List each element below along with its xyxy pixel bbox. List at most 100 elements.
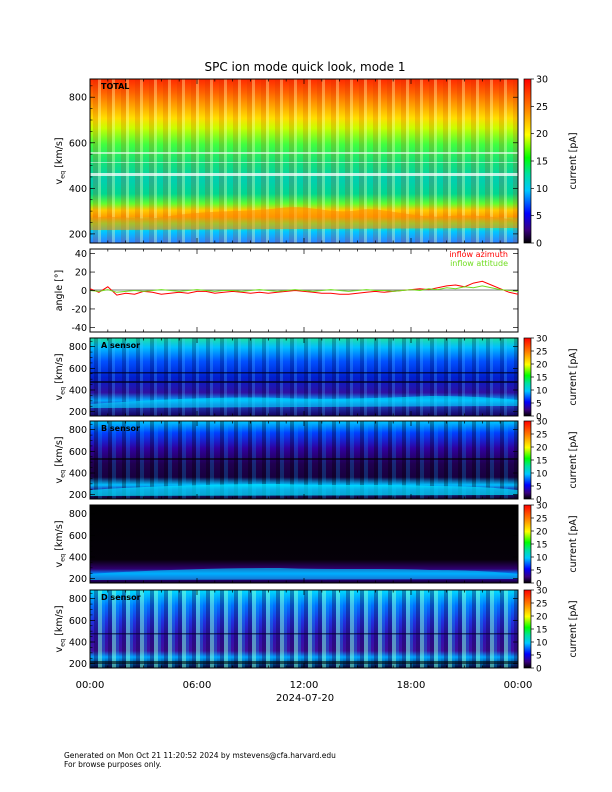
x-tick-label: 00:00 xyxy=(504,680,533,691)
panel-a-sensor: A sensor xyxy=(89,337,519,417)
colorbar-tick-label: 0 xyxy=(536,413,542,423)
y-axis-label: veq [km/s] xyxy=(54,520,67,567)
y-tick-label: 400 xyxy=(69,184,87,195)
b-band-line xyxy=(90,458,518,460)
x-tick-label: 00:00 xyxy=(76,680,105,691)
colorbar-tick-label: 25 xyxy=(536,102,548,113)
axes: 00:00 06:00 12:00 18:00 00:00200400600800veq… xyxy=(54,79,532,691)
colorbar-label: current [pA] xyxy=(568,431,579,488)
y-tick-label: 600 xyxy=(69,447,87,458)
x-tick-label: 18:00 xyxy=(397,680,426,691)
y-tick-label: 40 xyxy=(75,249,87,260)
y-tick-label: 800 xyxy=(69,342,87,353)
colorbar-label: current [pA] xyxy=(568,600,579,657)
colorbar-tick-label: 25 xyxy=(536,515,547,525)
colorbar-tick-label: 15 xyxy=(536,374,547,384)
panel-total: TOTAL xyxy=(89,78,519,244)
b-beam-feature xyxy=(90,484,518,496)
c-beam-feature xyxy=(90,568,518,580)
d-spectrogram-texture xyxy=(90,590,518,668)
colorbar: 0 5 10 15 20 25 30 current [pA] xyxy=(523,418,579,506)
colorbar-tick-label: 10 xyxy=(536,387,548,397)
colorbar-tick-label: 20 xyxy=(536,129,548,140)
y-tick-label: 200 xyxy=(69,659,87,670)
y-tick-label: 20 xyxy=(75,268,87,279)
y-tick-label: 0 xyxy=(81,286,87,297)
y-tick-label: 800 xyxy=(69,509,87,520)
b-panel-label: B sensor xyxy=(101,424,140,433)
y-tick-label: -20 xyxy=(71,304,87,315)
y-tick-label: -40 xyxy=(71,323,87,334)
panel-b-sensor: B sensor xyxy=(89,420,519,500)
y-tick-label: 800 xyxy=(69,93,87,104)
colorbar-gradient xyxy=(523,337,532,417)
colorbar-gradient xyxy=(523,504,532,584)
a-panel-label: A sensor xyxy=(101,341,140,350)
colorbar-gradient xyxy=(523,78,532,244)
colorbar-tick-label: 10 xyxy=(536,470,548,480)
panel-d-sensor: D sensor xyxy=(89,589,519,669)
colorbar-tick-label: 5 xyxy=(536,400,542,410)
colorbar-tick-label: 30 xyxy=(536,418,548,428)
y-tick-label: 600 xyxy=(69,364,87,375)
y-axis-label: veq [km/s] xyxy=(54,137,67,184)
colorbar-tick-label: 0 xyxy=(536,496,542,506)
y-tick-label: 200 xyxy=(69,574,87,585)
colorbar-gradient xyxy=(523,589,532,669)
a-band-line xyxy=(90,381,518,383)
y-tick-label: 800 xyxy=(69,425,87,436)
colorbar-tick-label: 20 xyxy=(536,361,548,371)
colorbar-tick-label: 25 xyxy=(536,348,547,358)
colorbar-tick-label: 20 xyxy=(536,613,548,623)
colorbar-tick-label: 15 xyxy=(536,157,548,168)
colorbar-tick-label: 15 xyxy=(536,626,547,636)
y-tick-label: 200 xyxy=(69,229,87,240)
d-band-line xyxy=(90,633,518,635)
colorbar-tick-label: 15 xyxy=(536,457,547,467)
y-axis-label: veq [km/s] xyxy=(54,353,67,400)
panel-c-sensor xyxy=(89,504,519,584)
colorbar-tick-label: 30 xyxy=(536,335,548,345)
x-tick-label: 12:00 xyxy=(290,680,319,691)
colorbar-tick-label: 10 xyxy=(536,184,548,195)
colorbar-tick-label: 5 xyxy=(536,483,542,493)
footer-generated-line: Generated on Mon Oct 21 11:20:52 2024 by… xyxy=(64,751,336,760)
legend-label-inflow-azimuth: inflow azimuth xyxy=(449,250,508,259)
y-axis-label: veq [km/s] xyxy=(54,605,67,652)
colorbar-label: current [pA] xyxy=(568,515,579,572)
y-tick-label: 400 xyxy=(69,553,87,564)
total-band-line xyxy=(90,173,518,176)
a-beam-feature xyxy=(90,396,518,408)
colorbar-gradient xyxy=(523,420,532,500)
footer-browse-line: For browse purposes only. xyxy=(64,759,162,769)
x-tick-label: 06:00 xyxy=(183,680,212,691)
footer: Generated on Mon Oct 21 11:20:52 2024 by… xyxy=(64,751,336,769)
colorbar-tick-label: 30 xyxy=(536,587,548,597)
figure-title: SPC ion mode quick look, mode 1 xyxy=(205,60,406,74)
y-tick-label: 800 xyxy=(69,594,87,605)
colorbar-tick-label: 15 xyxy=(536,541,547,551)
colorbar-tick-label: 0 xyxy=(536,580,542,590)
y-axis-label: angle [°] xyxy=(54,270,65,312)
y-tick-label: 600 xyxy=(69,531,87,542)
colorbar-label: current [pA] xyxy=(568,348,579,405)
total-band-line xyxy=(90,152,518,154)
y-tick-label: 400 xyxy=(69,638,87,649)
colorbar-tick-label: 10 xyxy=(536,554,548,564)
colorbar-tick-label: 0 xyxy=(536,239,542,250)
y-tick-label: 400 xyxy=(69,469,87,480)
colorbar-tick-label: 25 xyxy=(536,431,547,441)
y-tick-label: 200 xyxy=(69,490,87,501)
colorbar-tick-label: 5 xyxy=(536,652,542,662)
colorbar-tick-label: 20 xyxy=(536,528,548,538)
colorbar-tick-label: 20 xyxy=(536,444,548,454)
legend-label-inflow-attitude: inflow attitude xyxy=(450,259,508,268)
colorbar: 0 5 10 15 20 25 30 current [pA] xyxy=(523,335,579,423)
total-panel-label: TOTAL xyxy=(101,82,129,91)
series-line-inflow-azimuth xyxy=(89,280,519,296)
colorbar-tick-label: 5 xyxy=(536,567,542,577)
y-axis-label: veq [km/s] xyxy=(54,436,67,483)
a-band-line xyxy=(90,372,518,374)
colorbar-tick-label: 25 xyxy=(536,600,547,610)
